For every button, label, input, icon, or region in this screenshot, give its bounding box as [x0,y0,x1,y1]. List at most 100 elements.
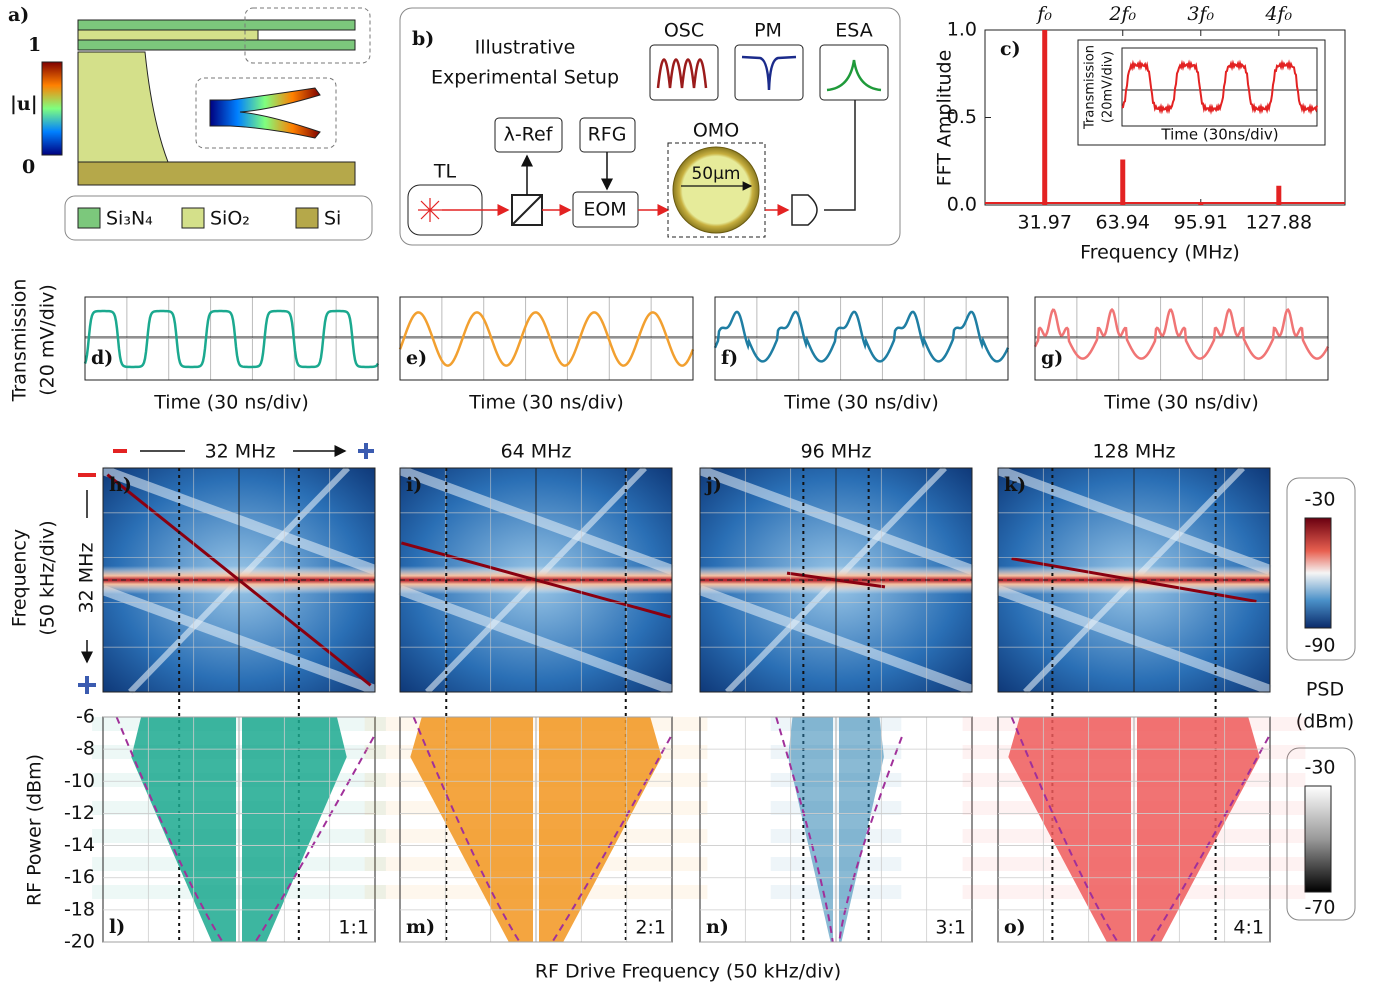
panel-title: 128 MHz [1093,441,1176,463]
harmonic-label: f₀ [1035,3,1052,25]
y-tick-label: -6 [76,706,95,728]
ratio-label: 3:1 [935,917,966,939]
colorbar-tick: 0 [22,156,35,178]
y-tick-label: 1.0 [947,19,977,41]
plot-frame [699,467,973,693]
lock-region [1008,717,1131,942]
y-tick-label: 0.5 [947,106,977,128]
lock-region [839,717,884,942]
instrument-label: ESA [835,20,872,42]
sign-symbols [78,443,374,694]
colorbar-tick: 1 [28,34,41,56]
panel-label: e) [406,347,427,369]
inset-plot [1121,47,1318,127]
panel-label: l) [109,916,125,938]
y-axis-label: (20 mV/div) [37,284,59,396]
inset-y-label: Transmission [1083,45,1098,130]
waveform [398,311,695,367]
panel-label: h) [109,474,132,496]
boundary-curve [838,736,903,943]
inset-waveform [1121,59,1318,115]
y-axis-label: FFT Amplitude [934,50,956,187]
waveform [83,309,380,369]
plot-frame [1034,296,1329,381]
plot-frame [84,296,379,381]
y-axis-label: RF Power (dBm) [24,754,46,906]
y-tick-label: -8 [76,738,95,760]
x-axis-label: RF Drive Frequency (50 kHz/div) [535,961,841,983]
panel-label: j) [704,474,722,496]
panel-label: n) [706,916,729,938]
power-map-panel: l) 1:1 -6 -8 -10 -12 -14 -16 -18 -20 [64,706,386,953]
colorbar-tick: -30 [1304,489,1335,511]
y-tick-label: -14 [64,834,95,856]
panel-label: o) [1004,916,1026,938]
waveform-panel: d) Time (30 ns/div) [83,296,380,414]
setup-title: Illustrative [475,37,576,59]
instrument-label: OSC [664,20,704,42]
y-axis-label: Transmission [9,279,31,403]
harmonic-label: 4f₀ [1264,3,1292,25]
colorbar-tick: -70 [1304,897,1335,919]
instrument-label: PM [754,20,782,42]
power-map-panel: n) 3:1 [699,716,973,943]
boundary-curve [551,736,672,943]
power-map-panel: o) 4:1 [962,716,1306,943]
boundary-curve [775,716,834,943]
plot-frame [399,296,694,381]
harmonic-label: 3f₀ [1187,3,1214,25]
panel-label: m) [406,916,435,938]
colorbar-label: |u| [10,93,38,115]
colorbar-tick: -90 [1304,635,1335,657]
panel-label: k) [1004,474,1026,496]
y-tick-label: -12 [64,802,95,824]
x-axis-label: Time (30 ns/div) [153,392,309,414]
spectrogram-panel: k) 128 MHz [996,441,1272,695]
waveform-panel: g) Time (30 ns/div) [1033,296,1330,414]
y-axis-label: Frequency [9,529,31,627]
spectrogram-panel: j) 96 MHz [698,441,974,695]
x-axis-label: Time (30 ns/div) [1103,392,1259,414]
center-frequency-label: 32 MHz [76,543,98,614]
panel-label: g) [1041,347,1063,369]
panel-title: 96 MHz [801,441,872,463]
lock-region [131,717,236,942]
ratio-label: 2:1 [635,917,666,939]
plot-frame [714,296,1009,381]
spectral-peak [1198,203,1204,205]
x-tick-label: 63.94 [1096,212,1150,234]
setup-title: Experimental Setup [431,67,619,89]
panel-a: a) |u| 1 0 Si₃N₄ SiO₂ Si [8,4,373,241]
inset-x-label: Time (30ns/div) [1160,126,1278,144]
y-axis-label: (50 kHz/div) [37,520,59,635]
legend-entry: Si₃N₄ [106,208,153,230]
waveform [1033,307,1330,360]
y-tick-label: 0.0 [947,194,977,216]
y-tick-label: -16 [64,866,95,888]
colorbars: -30 -90 PSD (dBm) -30 -70 [1286,477,1356,921]
lock-region [410,717,533,942]
y-tick-label: -18 [64,898,95,920]
boundary-curve [1010,716,1119,943]
panel-label: a) [8,4,29,26]
lock-region [242,717,347,942]
legend-entry: Si [324,208,341,230]
waveform-panel: f) Time (30 ns/div) [713,296,1010,414]
colorbar-label: PSD [1306,679,1344,701]
spectral-peak [1120,159,1126,205]
boundary-curve [1149,736,1270,943]
panel-label: d) [91,347,113,369]
waveform-panel: e) Time (30 ns/div) [398,296,695,414]
power-map-panel: m) 2:1 [364,716,708,943]
x-tick-label: 95.91 [1174,212,1228,234]
boundary-curve [115,716,224,943]
colorbar-tick: -30 [1304,757,1335,779]
ring-size: 50μm [691,164,740,184]
component-label: OMO [693,120,739,142]
panel-b: b) Illustrative Experimental Setup OSC P… [399,7,901,246]
x-axis-label: Time (30 ns/div) [783,392,939,414]
spectrogram-panel: h) 32 MHz [101,441,377,695]
x-axis-label: Frequency (MHz) [1080,242,1240,264]
legend-entry: SiO₂ [210,208,250,230]
